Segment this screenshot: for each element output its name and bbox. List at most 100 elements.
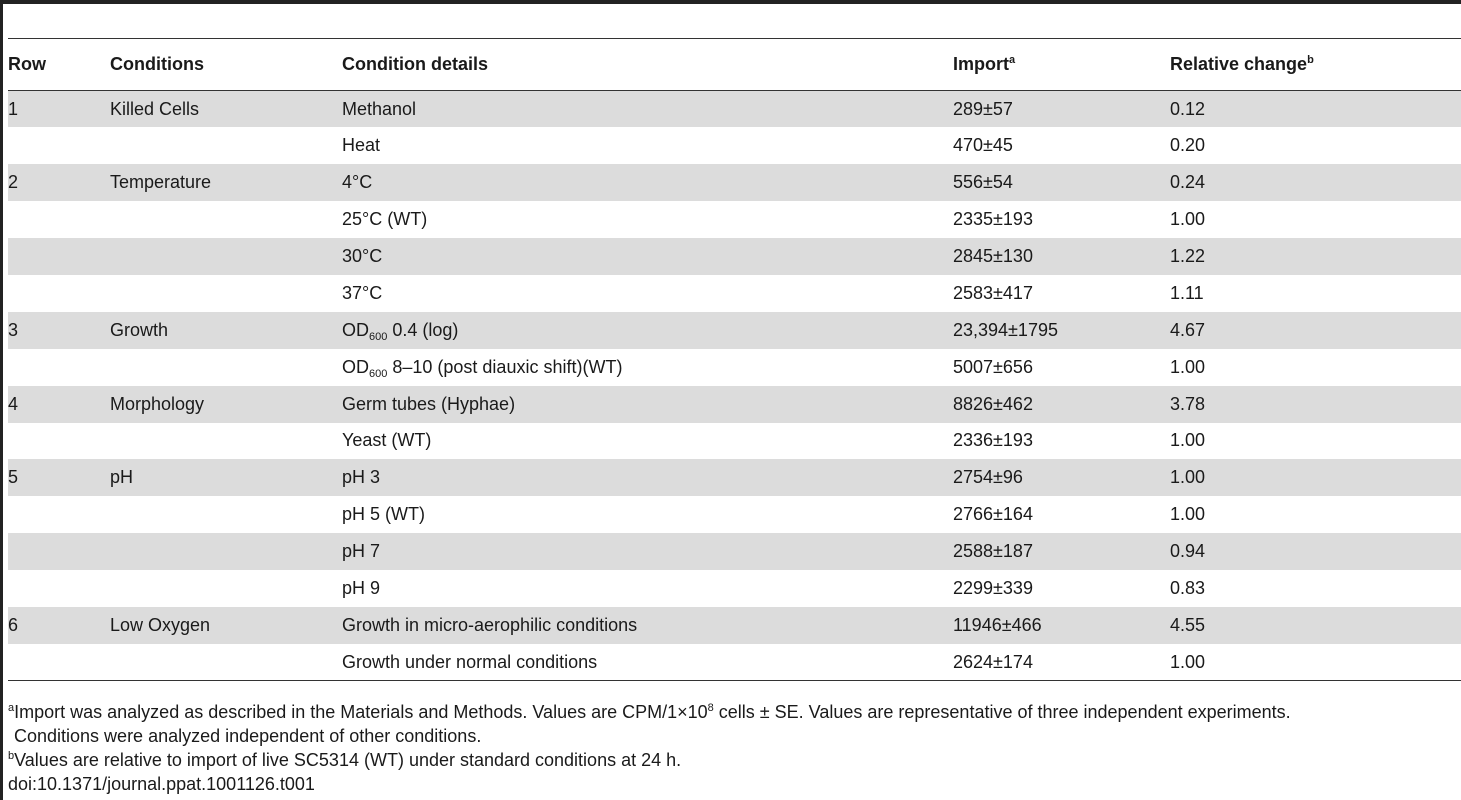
cell-relative-change: 4.55	[1170, 614, 1206, 635]
footnote-b: bValues are relative to import of live S…	[8, 748, 1453, 772]
cell-condition	[110, 533, 342, 570]
condition-detail-text: pH 7	[342, 541, 381, 562]
cell-condition	[110, 570, 342, 607]
condition-detail-text: pH 3	[342, 467, 381, 488]
cell-relative-change: 1.00	[1170, 430, 1206, 451]
cell-condition	[110, 423, 342, 460]
cell-row-number: 2	[8, 172, 19, 193]
cell-row-number: 5	[8, 467, 19, 488]
cell-condition: Morphology	[110, 393, 205, 414]
cell-condition	[110, 127, 342, 164]
doi-line: doi:10.1371/journal.ppat.1001126.t001	[8, 772, 1453, 796]
cell-condition-detail: Germ tubes (Hyphae)	[342, 386, 953, 423]
cell-row-number	[8, 275, 110, 312]
cell-condition-detail: pH 9	[342, 570, 953, 607]
table-row: 3 Growth OD600 0.4 (log) 23,394±1795 4.67	[8, 311, 1461, 349]
condition-detail-text: Heat	[342, 135, 381, 156]
table-header: Row Conditions Condition details Importa…	[8, 38, 1461, 91]
table-row: Heat 470±45 0.20	[8, 127, 1461, 164]
footnote-a-text-part2: cells ± SE. Values are representative of…	[713, 702, 1291, 722]
cell-import-value: 2336±193	[953, 430, 1033, 451]
cell-relative-change: 1.22	[1170, 246, 1206, 266]
footnote-b-text: Values are relative to import of live SC…	[14, 750, 682, 770]
cell-condition-detail: OD600 0.4 (log)	[342, 312, 953, 349]
cell-condition: Killed Cells	[110, 98, 200, 119]
header-condition-details: Condition details	[342, 39, 953, 91]
cell-condition-detail: Methanol	[342, 91, 953, 128]
cell-import-value: 556±54	[953, 172, 1013, 193]
cell-row-number: 3	[8, 319, 19, 340]
header-row: Row Conditions Condition details Importa…	[8, 38, 1461, 91]
left-border-rule	[0, 0, 3, 800]
header-condition-details-label: Condition details	[342, 54, 488, 74]
table-footnotes: aImport was analyzed as described in the…	[8, 700, 1453, 796]
footnote-a-continuation: Conditions were analyzed independent of …	[8, 724, 1453, 748]
cell-import-value: 11946±466	[953, 614, 1042, 635]
condition-detail-text: 37°C	[342, 282, 383, 303]
cell-import-value: 2845±130	[953, 246, 1033, 266]
header-conditions-label: Conditions	[110, 54, 204, 74]
data-table-container: Row Conditions Condition details Importa…	[8, 38, 1461, 681]
cell-condition: Low Oxygen	[110, 614, 211, 635]
cell-condition-detail: pH 3	[342, 459, 953, 496]
cell-condition-detail: Growth in micro-aerophilic conditions	[342, 607, 953, 644]
condition-detail-text: OD	[342, 356, 369, 377]
cell-row-number	[8, 349, 110, 386]
cell-relative-change: 0.24	[1170, 172, 1206, 193]
footnote-a-text-line2: Conditions were analyzed independent of …	[14, 726, 482, 746]
cell-row-number: 6	[8, 614, 19, 635]
cell-condition: Growth	[110, 319, 169, 340]
header-relative-change: Relative changeb	[1170, 39, 1461, 91]
header-import-label: Import	[953, 54, 1009, 74]
cell-row-number: 4	[8, 393, 19, 414]
cell-condition-detail: pH 5 (WT)	[342, 496, 953, 533]
cell-condition-detail: 25°C (WT)	[342, 201, 953, 238]
footnote-a-exponent: 8	[707, 702, 714, 714]
cell-relative-change: 0.20	[1170, 135, 1206, 156]
cell-row-number	[8, 644, 110, 681]
cell-condition	[110, 349, 342, 386]
cell-relative-change: 1.00	[1170, 467, 1206, 488]
cell-row-number	[8, 533, 110, 570]
cell-condition-detail: Yeast (WT)	[342, 423, 953, 460]
cell-relative-change: 1.00	[1170, 356, 1206, 377]
cell-relative-change: 1.11	[1170, 282, 1204, 303]
footnote-b-marker: b	[8, 750, 15, 762]
cell-row-number	[8, 127, 110, 164]
cell-import-value: 470±45	[953, 135, 1013, 156]
cell-condition	[110, 238, 342, 275]
cell-import-value: 2754±96	[953, 467, 1023, 488]
condition-detail-subscript: 600	[369, 367, 388, 380]
table-row: pH 7 2588±187 0.94	[8, 533, 1461, 571]
header-import: Importa	[953, 39, 1170, 91]
cell-import-value: 2583±417	[953, 282, 1033, 303]
doi-text: doi:10.1371/journal.ppat.1001126.t001	[8, 774, 315, 794]
header-row-number: Row	[8, 39, 110, 91]
table-row: 4 Morphology Germ tubes (Hyphae) 8826±462 3.…	[8, 385, 1461, 423]
header-conditions: Conditions	[110, 39, 342, 91]
condition-detail-subscript: 600	[369, 330, 388, 343]
cell-condition	[110, 275, 342, 312]
cell-row-number	[8, 201, 110, 238]
condition-detail-text: 4°C	[342, 172, 373, 193]
header-relative-change-label: Relative change	[1170, 54, 1308, 74]
cell-condition	[110, 644, 342, 681]
import-conditions-table: Row Conditions Condition details Importa…	[8, 38, 1461, 681]
cell-relative-change: 3.78	[1170, 393, 1206, 414]
condition-detail-text: pH 5 (WT)	[342, 504, 425, 525]
table-body: 1 Killed Cells Methanol 289±57 0.12 Heat 470±4…	[8, 90, 1461, 681]
header-row-label: Row	[8, 54, 46, 74]
header-import-footnote-marker: a	[1009, 54, 1016, 66]
condition-detail-text: 25°C (WT)	[342, 209, 428, 230]
cell-condition-detail: 30°C	[342, 238, 953, 275]
cell-import-value: 2624±174	[953, 651, 1033, 672]
condition-detail-suffix: 8–10 (post diauxic shift)(WT)	[387, 356, 623, 377]
cell-import-value: 289±57	[953, 98, 1013, 119]
condition-detail-text: Germ tubes (Hyphae)	[342, 393, 516, 414]
cell-row-number: 1	[8, 98, 19, 119]
cell-relative-change: 1.00	[1170, 209, 1206, 230]
cell-row-number	[8, 496, 110, 533]
table-row: pH 5 (WT) 2766±164 1.00	[8, 496, 1461, 533]
table-row: 2 Temperature 4°C 556±54 0.24	[8, 164, 1461, 202]
table-row: 37°C 2583±417 1.11	[8, 275, 1461, 312]
